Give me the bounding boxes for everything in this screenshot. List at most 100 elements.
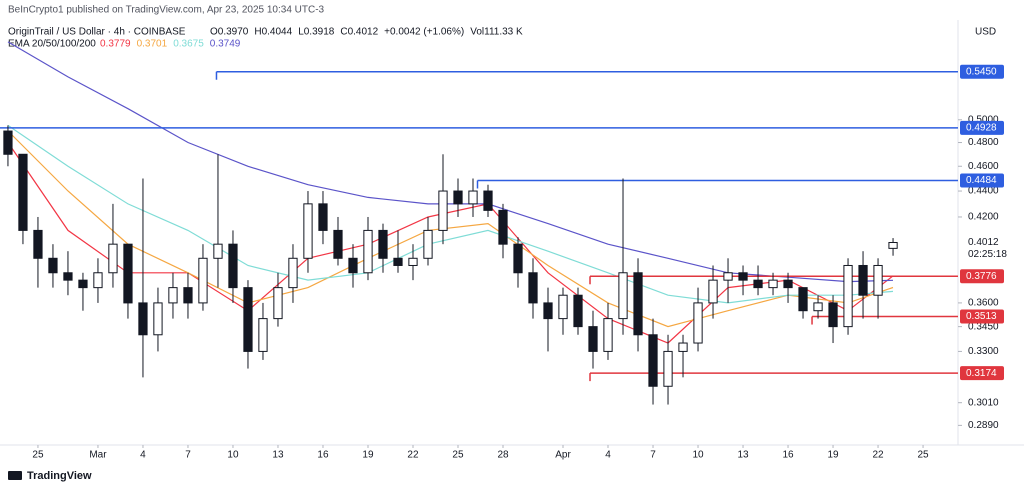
candle-body [798,287,808,312]
candle-body [258,318,268,352]
ema-legend-value: 0.3701 [137,39,168,50]
level-label: 0.4484 [966,175,997,186]
candle-body [183,287,193,304]
countdown: 02:25:18 [968,249,1007,260]
candle-body [783,279,793,289]
candle-body [513,243,523,274]
brand: TradingView [27,470,92,482]
quote-item: Vol111.33 K [470,27,523,38]
candle-body [573,294,583,328]
y-tick-label: 0.5000 [968,114,999,125]
candle-body [618,272,628,320]
x-tick-label: 7 [185,450,191,461]
candle-body [423,229,433,259]
candle-body [633,272,643,336]
candle-body [813,302,823,312]
candle-body [738,272,748,281]
y-tick-label: 0.3600 [968,298,999,309]
candle-body [753,279,763,289]
x-tick-label: 7 [650,450,656,461]
quote-item: L0.3918 [298,27,335,38]
ema-legend-value: 0.3749 [210,39,241,50]
x-tick-label: Apr [555,450,571,461]
candle-body [708,279,718,304]
quote-item: H0.4044 [254,27,292,38]
candle-body [828,302,838,328]
x-tick-label: 16 [782,450,794,461]
level-label: 0.3513 [966,311,997,322]
candle-body [663,350,673,387]
candle-body [378,229,388,259]
candle-body [768,279,778,289]
ema-line [7,124,894,304]
last-price-box [960,235,1012,262]
x-tick-label: 4 [605,450,611,461]
candle-body [363,229,373,274]
candle-body [588,326,598,352]
candle-body [318,203,328,231]
candle-body [693,302,703,344]
level-label: 0.3776 [966,271,997,282]
x-tick-label: 25 [917,450,929,461]
x-tick-label: 28 [497,450,509,461]
last-price: 0.4012 [968,237,999,248]
y-tick-label: 0.4200 [968,212,999,223]
candle-body [558,294,568,320]
candle-body [303,203,313,259]
candle-body [528,272,538,304]
x-tick-label: 10 [227,450,239,461]
candle-body [723,272,733,281]
candle-body [108,243,118,274]
level-label-box [960,64,1004,79]
footer [0,464,1024,486]
ema-legend-value: 0.3779 [100,39,131,50]
y-tick-label: 0.3010 [968,397,999,408]
x-tick-label: 16 [317,450,329,461]
x-tick-label: 13 [737,450,749,461]
x-tick-label: 22 [407,450,419,461]
quote-item: O0.3970 [210,27,249,38]
y-tick-label: 0.3300 [968,346,999,357]
candle-body [498,209,508,245]
level-label: 0.3174 [966,368,997,379]
candle-body [63,272,73,281]
candle-body [858,264,868,296]
x-tick-label: 25 [32,450,44,461]
x-tick-label: 25 [452,450,464,461]
ema-line [7,130,894,328]
x-tick-label: 4 [140,450,146,461]
candle-body [543,302,553,320]
y-tick-label: 0.4800 [968,137,999,148]
candle-body [393,257,403,266]
candle-body [3,130,13,155]
candle-body [93,272,103,289]
candle-body [138,302,148,336]
ema-legend-value: 0.3675 [173,39,204,50]
candle-body [198,257,208,304]
chart-title: OriginTrail / US Dollar · 4h · COINBASE [8,27,186,38]
x-tick-label: 22 [872,450,884,461]
candle-body [33,229,43,259]
level-label: 0.4928 [966,123,997,134]
level-label-box [960,269,1004,284]
candle-body [888,242,898,249]
x-tick-label: 10 [692,450,704,461]
candle-body [288,257,298,289]
candle-body [273,287,283,320]
published-note: BeInCrypto1 published on TradingView.com… [8,5,325,16]
currency: USD [975,27,996,38]
candle-body [648,334,658,387]
level-label-box [960,366,1004,381]
candle-body [48,257,58,274]
candle-body [213,243,223,259]
x-tick-label: 19 [827,450,839,461]
candle-body [243,287,253,352]
level-label-box [960,309,1004,324]
level-label-box [960,173,1004,188]
x-tick-label: Mar [89,450,107,461]
candle-body [678,342,688,352]
candle-body [18,153,28,231]
quote-item: C0.4012 [340,27,378,38]
